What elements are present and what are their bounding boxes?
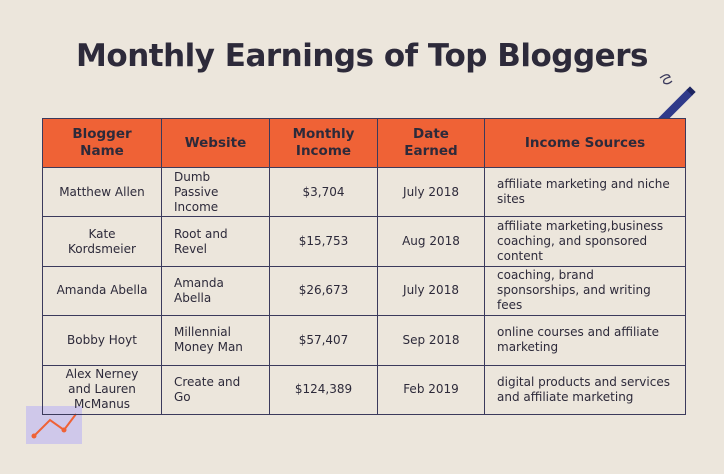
header-cell: Blogger Name <box>42 118 162 168</box>
table-cell: $3,704 <box>269 166 378 218</box>
table-cell: Sep 2018 <box>377 315 485 366</box>
table-cell: Matthew Allen <box>42 166 162 218</box>
title: Monthly Earnings of Top Bloggers <box>76 38 648 74</box>
table-cell: online courses and affiliate marketing <box>484 315 686 366</box>
table-cell: Alex Nerney and Lauren McManus <box>42 364 162 416</box>
table-cell: $15,753 <box>269 216 378 267</box>
table-cell: Millennial Money Man <box>161 315 270 366</box>
table-cell: Feb 2019 <box>377 364 485 416</box>
earnings-table: Blogger Name Website Monthly Income Date Ea… <box>42 118 686 416</box>
table-cell: affiliate marketing,business coaching, a… <box>484 216 686 267</box>
table-cell: July 2018 <box>377 166 485 218</box>
table-row: Bobby Hoyt Millennial Money Man $57,407 Sep… <box>42 315 686 366</box>
table-cell: affiliate marketing and niche sites <box>484 166 686 218</box>
table-cell: Amanda Abella <box>42 265 162 317</box>
header-cell: Website <box>161 118 270 168</box>
header-row: Blogger Name Website Monthly Income Date Ea… <box>42 118 686 168</box>
header-cell: Monthly Income <box>269 118 378 168</box>
table-cell: $124,389 <box>269 364 378 416</box>
table-cell: Amanda Abella <box>161 265 270 317</box>
table-cell: Create and Go <box>161 364 270 416</box>
table-cell: Bobby Hoyt <box>42 315 162 366</box>
header-cell: Date Earned <box>377 118 485 168</box>
table-cell: digital products and services and affili… <box>484 364 686 416</box>
table-cell: $57,407 <box>269 315 378 366</box>
table-cell: $26,673 <box>269 265 378 317</box>
table-cell: coaching, brand sponsorships, and writin… <box>484 265 686 317</box>
table-body: Matthew Allen Dumb Passive Income $3,704 Ju… <box>42 166 686 416</box>
table-cell: Dumb Passive Income <box>161 166 270 218</box>
table-row: Alex Nerney and Lauren McManus Create and… <box>42 364 686 416</box>
table-cell: Root and Revel <box>161 216 270 267</box>
table-row: Kate Kordsmeier Root and Revel $15,753 Aug … <box>42 216 686 267</box>
table-row: Amanda Abella Amanda Abella $26,673 July 20… <box>42 265 686 317</box>
table-row: Matthew Allen Dumb Passive Income $3,704 Ju… <box>42 166 686 218</box>
squiggle <box>659 74 673 85</box>
table-cell: July 2018 <box>377 265 485 317</box>
table-cell: Aug 2018 <box>377 216 485 267</box>
header-cell: Income Sources <box>484 118 686 168</box>
table-cell: Kate Kordsmeier <box>42 216 162 267</box>
